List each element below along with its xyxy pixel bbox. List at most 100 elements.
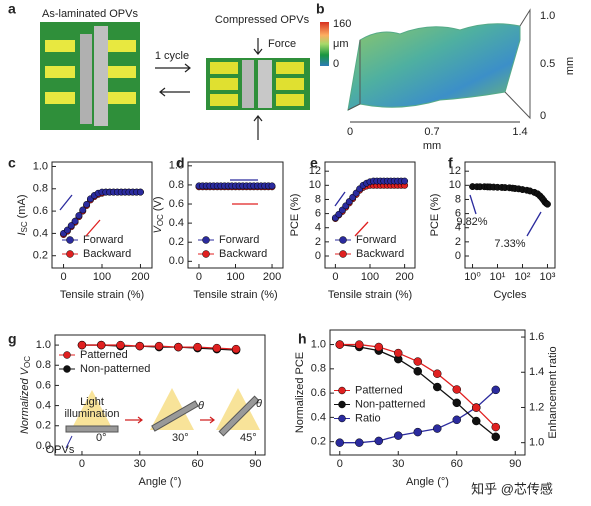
y-tick-label: 0.2 [169, 236, 184, 248]
x-tick-label: 30 [392, 458, 404, 470]
label: As-laminated OPVs [42, 8, 138, 20]
arrows [155, 38, 263, 140]
y-tick-label: 0.4 [311, 411, 326, 423]
x-axis-label: Angle (°) [139, 476, 182, 488]
x-tick-label: 60 [191, 458, 203, 470]
arrow [59, 194, 73, 211]
x-tick-label: 0 [79, 458, 85, 470]
y-axis-label: ISC (mA) [16, 194, 29, 235]
x-tick-label: 0 [60, 271, 66, 283]
y-label-sub: OC [156, 214, 165, 226]
y-tick-label: 0.4 [33, 227, 48, 239]
y-label-main: V [152, 225, 164, 234]
x-tick: 0.7 [424, 126, 439, 138]
y-tick-label: 0.2 [311, 436, 326, 448]
panel-letter: d [176, 155, 185, 171]
legend-label: Forward [83, 234, 123, 246]
legend-marker [338, 414, 346, 423]
strip [258, 60, 272, 108]
strip [80, 34, 92, 124]
data-point [67, 222, 75, 230]
y-tick-label: 1.0 [33, 160, 48, 172]
y-label-unit: (mA) [16, 194, 28, 218]
y-tick-label: 2 [315, 236, 321, 248]
arrow [526, 211, 542, 237]
data-point [355, 340, 364, 349]
legend-label: Patterned [355, 384, 403, 396]
x-tick-label: 90 [249, 458, 261, 470]
y-tick-label: 4 [455, 222, 461, 234]
x-tick-label: 200 [263, 271, 281, 283]
data-point [71, 217, 79, 225]
data-point [83, 200, 91, 208]
y-tick-label: 0.4 [169, 217, 184, 229]
y-tick-label: 1.0 [36, 339, 51, 351]
data-point [472, 416, 481, 426]
data-point [75, 212, 83, 220]
x-axis-label: Tensile strain (%) [60, 289, 144, 301]
data-point [335, 340, 344, 349]
x-tick: 0 [347, 126, 353, 138]
y-label-sub: SC [20, 221, 29, 232]
data-point [433, 369, 442, 378]
data-point [154, 341, 164, 351]
x-tick-label: 200 [395, 271, 413, 283]
data-point [137, 188, 144, 196]
surface [347, 23, 521, 111]
legend-label: Forward [356, 234, 396, 246]
data-point [174, 342, 183, 352]
y-tick-label: 6 [315, 207, 321, 219]
y-tick-label: 0.8 [36, 359, 51, 371]
annotation: 7.33% [494, 238, 525, 250]
y2-axis-label: Enhancement ratio [547, 346, 559, 438]
panel-letter: h [298, 331, 307, 347]
legend-marker [63, 351, 71, 359]
y2-tick-label: 1.4 [529, 366, 544, 378]
panel-letter: f [448, 155, 453, 171]
data-point [394, 431, 403, 440]
x-tick-label: 0 [196, 271, 202, 283]
y-tick-label: 0.6 [311, 387, 326, 399]
z-unit: mm [564, 57, 576, 75]
y2-tick-label: 1.0 [529, 437, 544, 449]
data-point [77, 340, 87, 350]
z-tick: 1.0 [540, 10, 555, 22]
strip [94, 26, 108, 126]
data-point [394, 348, 403, 358]
y-tick-label: 12 [309, 165, 321, 177]
data-point [472, 403, 481, 412]
y-tick-label: 0.2 [36, 420, 51, 432]
x-tick-label: 10¹ [490, 271, 506, 283]
legend-label: Ratio [355, 412, 381, 424]
data-point [401, 177, 409, 185]
y-label-main: PCE (%) [289, 194, 301, 237]
y-tick-label: 0.8 [33, 183, 48, 195]
panel-letter: b [316, 1, 325, 17]
y-tick-label: 1.0 [311, 338, 326, 350]
data-point [491, 432, 500, 442]
x-axis-label: Angle (°) [406, 476, 449, 488]
y-axis-label: VOC (V) [152, 196, 165, 233]
y-label-main: I [16, 232, 28, 235]
legend-marker [202, 250, 210, 258]
label: Compressed OPVs [215, 14, 310, 26]
y-tick-label: 0.0 [169, 255, 184, 267]
data-point [413, 367, 422, 376]
y-tick-label: 10 [309, 179, 321, 191]
legend-label: Backward [83, 248, 131, 260]
data-point [433, 382, 442, 392]
colorbar-tick: 0 [333, 58, 339, 70]
y-tick-label: 2 [455, 236, 461, 248]
data-point [96, 340, 106, 350]
data-point [452, 385, 461, 394]
y-tick-label: 6 [455, 207, 461, 219]
legend-label: Non-patterned [355, 398, 425, 410]
x-tick-label: 60 [451, 458, 463, 470]
x-axis-label: Cycles [493, 289, 527, 301]
label: Force [268, 38, 296, 50]
y-tick-label: 0 [455, 250, 461, 262]
y-tick-label: 0 [315, 250, 321, 262]
data-point [413, 427, 422, 437]
x-axis-label: Tensile strain (%) [193, 289, 277, 301]
x-tick-label: 100 [226, 271, 244, 283]
